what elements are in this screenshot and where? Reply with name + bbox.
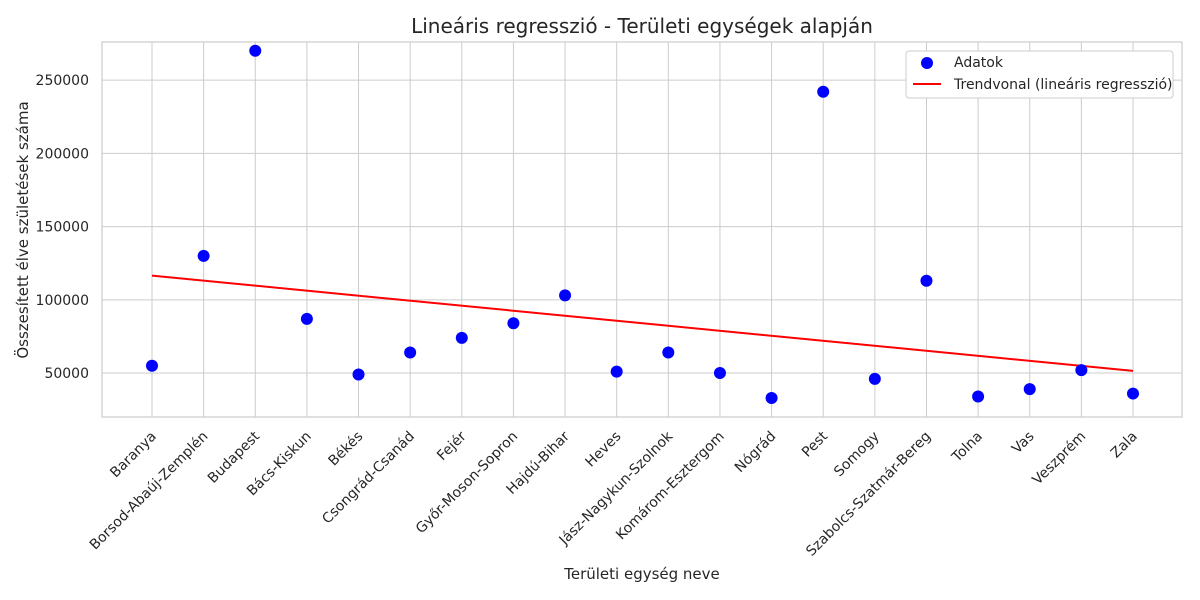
legend-label-trendline: Trendvonal (lineáris regresszió) — [953, 77, 1173, 93]
x-tick-label: Pest — [799, 428, 831, 460]
y-tick-label: 150000 — [36, 220, 89, 236]
data-point — [972, 390, 985, 403]
data-point — [455, 331, 468, 344]
data-point — [559, 289, 572, 302]
data-point — [713, 367, 726, 380]
x-tick-label: Heves — [583, 429, 625, 471]
x-tick-label: Komárom-Esztergom — [613, 429, 728, 544]
y-tick-label: 100000 — [36, 293, 89, 309]
grid-layer — [102, 42, 1182, 417]
x-tick-label: Veszprém — [1030, 429, 1090, 489]
y-tick-labels: 50000 100000 150000 200000 250000 — [36, 73, 89, 382]
chart-title: Lineáris regresszió - Területi egységek … — [411, 14, 873, 38]
trend-layer — [151, 274, 1134, 372]
x-tick-label: Vas — [1009, 429, 1038, 458]
data-point — [197, 249, 210, 262]
data-point — [352, 368, 365, 381]
data-point — [300, 312, 313, 325]
x-tick-label: Csongrád-Csanád — [319, 429, 418, 528]
x-tick-label: Fejér — [434, 428, 470, 464]
data-point — [662, 346, 675, 359]
data-point — [817, 85, 830, 98]
y-axis-label: Összesített élve születések száma — [13, 101, 32, 358]
trend-line — [151, 274, 1134, 372]
legend: Adatok Trendvonal (lineáris regresszió) — [905, 50, 1174, 99]
x-tick-label: Tolna — [948, 429, 986, 467]
data-point — [249, 44, 262, 57]
data-point — [1127, 387, 1139, 400]
x-tick-labels: BaranyaBorsod-Abaúj-ZemplénBudapestBács-… — [87, 428, 1141, 560]
data-point — [920, 274, 933, 287]
y-tick-label: 250000 — [36, 73, 89, 89]
data-point — [610, 365, 623, 378]
x-tick-label: Baranya — [107, 429, 160, 482]
data-point — [146, 359, 158, 372]
legend-label-adatok: Adatok — [954, 55, 1004, 71]
plot-frame — [101, 41, 1183, 418]
data-point — [765, 391, 778, 404]
y-tick-label: 200000 — [36, 146, 89, 162]
x-tick-label: Békés — [326, 429, 367, 470]
x-axis-label: Területi egység neve — [563, 565, 720, 583]
x-tick-label: Somogy — [831, 429, 882, 480]
legend-marker-adatok — [921, 57, 933, 69]
points-layer — [146, 44, 1139, 404]
x-tick-label: Nógrád — [732, 429, 779, 476]
data-point — [868, 372, 881, 385]
data-point — [1023, 383, 1036, 396]
x-tick-label: Győr-Moson-Sopron — [413, 429, 521, 537]
data-point — [404, 346, 417, 359]
legend-box — [905, 50, 1174, 99]
y-tick-label: 50000 — [44, 366, 89, 382]
data-point — [507, 317, 520, 330]
x-tick-label: Zala — [1108, 429, 1141, 462]
data-point — [1075, 364, 1088, 377]
